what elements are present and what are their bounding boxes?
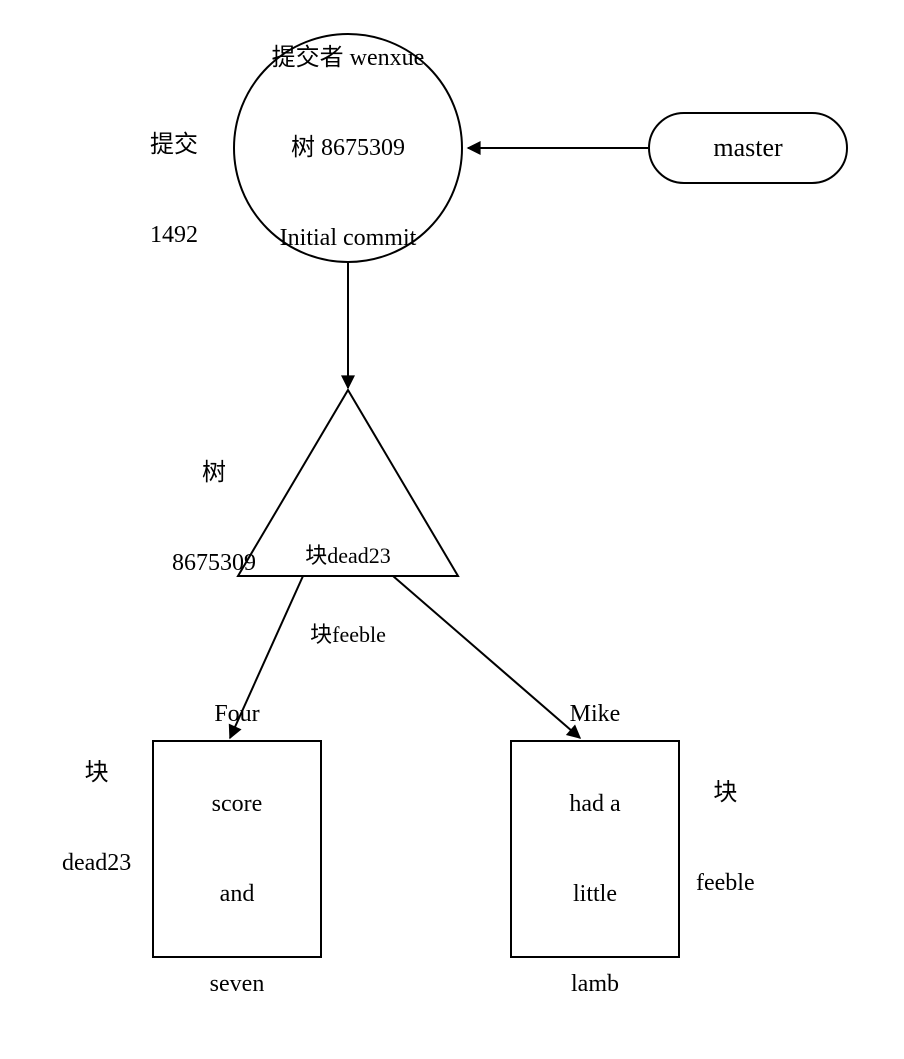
blob-right-line4: lamb: [569, 969, 620, 999]
edge-tree-to-blob-right: [393, 576, 580, 738]
commit-outer-label-line2: 1492: [150, 220, 198, 250]
blob-left-line4: seven: [210, 969, 265, 999]
blob-left-node: Four score and seven: [152, 740, 322, 958]
blob-right-outer-line1: 块: [696, 778, 755, 808]
commit-message-line: Initial commit: [272, 223, 425, 253]
master-branch-node: master: [648, 112, 848, 184]
commit-tree-line: 树 8675309: [272, 133, 425, 163]
diagram-canvas: 提交者 wenxue 树 8675309 Initial commit 提交 1…: [0, 0, 904, 1000]
tree-node-inner-label: 块dead23 块feeble: [278, 490, 418, 701]
master-branch-label: master: [713, 133, 782, 163]
tree-inner-line2: 块feeble: [278, 622, 418, 648]
blob-left-outer-label: 块 dead23: [62, 698, 131, 938]
blob-left-line1: Four: [210, 699, 265, 729]
blob-right-node: Mike had a little lamb: [510, 740, 680, 958]
blob-left-outer-line2: dead23: [62, 848, 131, 878]
tree-outer-label: 树 8675309: [172, 398, 256, 638]
blob-left-outer-line1: 块: [62, 758, 131, 788]
blob-right-content: Mike had a little lamb: [569, 639, 620, 1059]
commit-outer-label-line1: 提交: [150, 130, 198, 160]
blob-left-line3: and: [210, 879, 265, 909]
blob-right-outer-label: 块 feeble: [696, 718, 755, 958]
blob-left-content: Four score and seven: [210, 639, 265, 1059]
tree-outer-line2: 8675309: [172, 548, 256, 578]
commit-author-line: 提交者 wenxue: [272, 43, 425, 73]
commit-node-label: 提交者 wenxue 树 8675309 Initial commit: [272, 0, 425, 313]
commit-outer-label: 提交 1492: [150, 70, 198, 310]
tree-outer-line1: 树: [172, 458, 256, 488]
blob-right-line2: had a: [569, 789, 620, 819]
blob-left-line2: score: [210, 789, 265, 819]
commit-node: 提交者 wenxue 树 8675309 Initial commit: [233, 33, 463, 263]
blob-right-line1: Mike: [569, 699, 620, 729]
blob-right-outer-line2: feeble: [696, 868, 755, 898]
tree-inner-line1: 块dead23: [278, 543, 418, 569]
blob-right-line3: little: [569, 879, 620, 909]
